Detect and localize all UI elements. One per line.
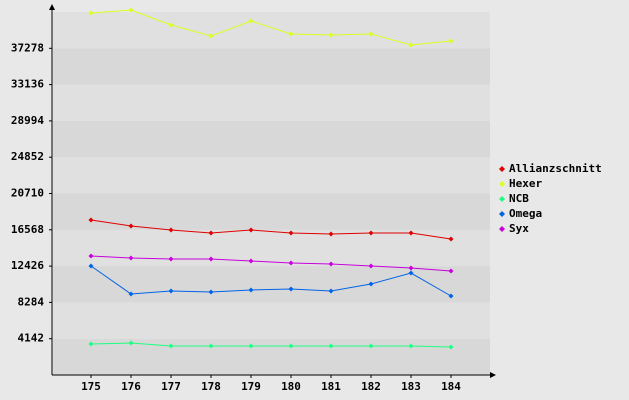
grid-band [53, 338, 490, 375]
point [448, 293, 454, 299]
x-tick-label: 180 [281, 380, 301, 393]
point [208, 343, 214, 349]
point [248, 18, 254, 24]
point [408, 42, 414, 48]
x-tick-label: 177 [161, 380, 181, 393]
legend-marker [499, 226, 505, 232]
point [288, 286, 294, 292]
point [368, 230, 374, 236]
point [288, 31, 294, 37]
y-tick-label: 12426 [11, 259, 44, 272]
point [328, 231, 334, 237]
point [168, 343, 174, 349]
point [168, 22, 174, 28]
grid-band [53, 12, 490, 49]
point [328, 261, 334, 267]
series-line [90, 9, 452, 46]
y-tick-label: 16568 [11, 223, 44, 236]
point [128, 340, 134, 346]
series-line [90, 255, 452, 272]
point [88, 263, 94, 269]
point [208, 33, 214, 39]
y-tick-label: 37278 [11, 41, 44, 54]
legend-marker [499, 211, 505, 217]
point [248, 227, 254, 233]
point [328, 343, 334, 349]
y-tick-label: 24852 [11, 150, 44, 163]
point [448, 268, 454, 274]
legend-label: Syx [509, 222, 529, 235]
grid-band [53, 157, 490, 194]
grid-band [53, 266, 490, 303]
x-tick-label: 183 [401, 380, 421, 393]
point [128, 291, 134, 297]
point [368, 281, 374, 287]
grid-band [53, 48, 490, 85]
series-line [90, 342, 452, 348]
point [368, 263, 374, 269]
point [328, 32, 334, 38]
point [328, 288, 334, 294]
y-axis-arrow [49, 4, 55, 10]
point [208, 289, 214, 295]
x-tick-label: 175 [81, 380, 101, 393]
point [88, 217, 94, 223]
point [368, 31, 374, 37]
point [88, 253, 94, 259]
y-tick-label: 33136 [11, 78, 44, 91]
point [88, 341, 94, 347]
point [168, 256, 174, 262]
legend-label: Hexer [509, 177, 542, 190]
y-tick-label: 20710 [11, 187, 44, 200]
legend-label: Allianzschnitt [509, 162, 602, 175]
y-tick-label: 28994 [11, 114, 44, 127]
point [288, 230, 294, 236]
point [128, 255, 134, 261]
grid-band [53, 193, 490, 230]
point [208, 230, 214, 236]
point [168, 227, 174, 233]
legend-marker [499, 181, 505, 187]
y-tick-label: 8284 [18, 295, 45, 308]
point [408, 270, 414, 276]
point [168, 288, 174, 294]
point [448, 344, 454, 350]
x-axis-arrow [490, 372, 496, 378]
point [128, 7, 134, 13]
point [88, 10, 94, 16]
point [408, 343, 414, 349]
point [408, 265, 414, 271]
x-tick-label: 178 [201, 380, 221, 393]
x-tick-label: 182 [361, 380, 381, 393]
series-line [90, 219, 452, 240]
legend-label: Omega [509, 207, 542, 220]
point [288, 260, 294, 266]
point [208, 256, 214, 262]
x-tick-label: 179 [241, 380, 261, 393]
grid-band [53, 302, 490, 339]
series-line [90, 265, 452, 297]
point [448, 38, 454, 44]
point [288, 343, 294, 349]
grid-band [53, 120, 490, 158]
y-tick-label: 4142 [18, 332, 45, 345]
x-tick-label: 184 [441, 380, 461, 393]
point [408, 230, 414, 236]
legend-marker [499, 166, 505, 172]
x-tick-label: 176 [121, 380, 141, 393]
point [368, 343, 374, 349]
point [248, 343, 254, 349]
point [248, 258, 254, 264]
legend-marker [499, 196, 505, 202]
x-tick-label: 181 [321, 380, 341, 393]
point [248, 287, 254, 293]
grid-band [53, 84, 490, 121]
grid-band [53, 229, 490, 267]
legend-label: NCB [509, 192, 529, 205]
point [448, 236, 454, 242]
point [128, 223, 134, 229]
